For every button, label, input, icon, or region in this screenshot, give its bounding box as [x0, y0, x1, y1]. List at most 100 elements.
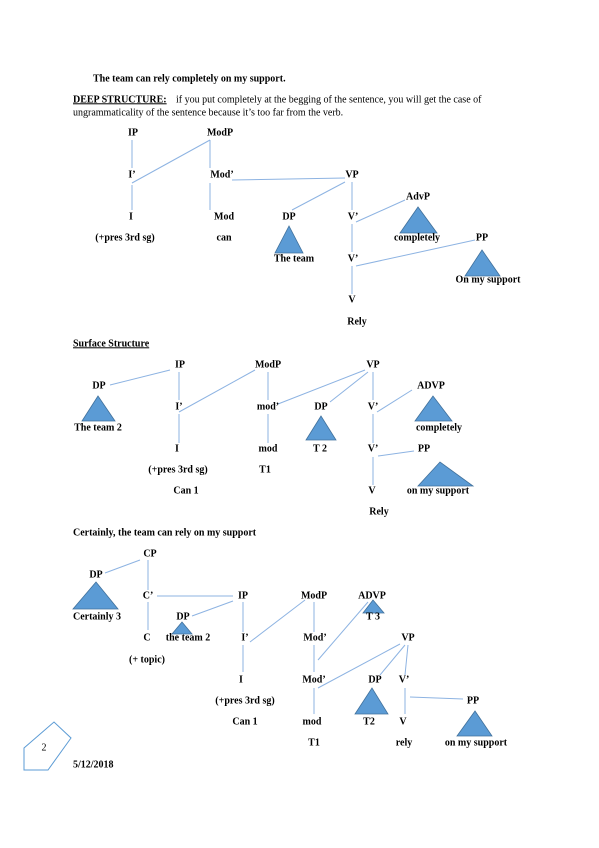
triangle: [72, 581, 119, 610]
tree-node: T1: [308, 737, 320, 748]
tree-node: the team 2: [166, 632, 210, 643]
page-number: 2: [42, 742, 47, 753]
tree-node: VP: [401, 632, 414, 643]
tree-node: I’: [241, 632, 248, 643]
tree-node: V’: [368, 401, 379, 412]
tree-node: V’: [399, 674, 410, 685]
tree-node: mod’: [257, 401, 279, 412]
tree-node: C’: [143, 590, 154, 601]
tree-node: PP: [476, 232, 488, 243]
tree-node: The team: [274, 253, 315, 264]
tree-node: IP: [238, 590, 248, 601]
tree-node: IP: [128, 127, 138, 138]
paragraph-line: ungrammaticality of the sentence because…: [73, 107, 343, 118]
tree-node: PP: [467, 695, 479, 706]
tree-node: Mod’: [303, 632, 326, 643]
section-label: Surface Structure: [73, 338, 150, 349]
tree-node: Mod’: [302, 674, 325, 685]
tree-branch: [355, 199, 406, 223]
tree-branch: [376, 389, 413, 413]
tree-node: on my support: [445, 737, 508, 748]
triangle: [414, 395, 453, 422]
tree-node: VP: [345, 169, 358, 180]
tree-node: On my support: [455, 274, 521, 285]
tree-node: T 3: [366, 611, 380, 622]
title: The team can rely completely on my suppo…: [93, 73, 286, 84]
tree-node: V’: [348, 253, 359, 264]
tree-node: V: [348, 294, 356, 305]
tree-node: Mod: [214, 211, 234, 222]
tree-branch: [231, 177, 346, 181]
tree-node: C: [143, 632, 150, 643]
tree-node: on my support: [407, 485, 470, 496]
paragraph-line: if you put completely at the begging of …: [176, 94, 482, 105]
tree-node: I’: [175, 401, 182, 412]
tree-node: (+pres 3rd sg): [95, 232, 154, 243]
tree-node: I: [175, 443, 179, 454]
tree-node: Rely: [347, 316, 366, 327]
tree-node: PP: [418, 443, 430, 454]
tree-node: completely: [416, 422, 462, 433]
tree-node: DP: [368, 674, 381, 685]
tree-node: (+ topic): [129, 654, 165, 665]
triangle: [171, 621, 193, 635]
tree-node: mod: [303, 716, 322, 727]
tree-node: ModP: [255, 359, 281, 370]
tree-node: I: [239, 674, 243, 685]
tree-node: can: [217, 232, 232, 243]
tree-node: DP: [89, 569, 102, 580]
section-label: DEEP STRUCTURE:: [73, 94, 167, 105]
tree-branch: [317, 601, 369, 661]
tree-branch: [277, 369, 366, 405]
triangle: [399, 206, 438, 234]
tree-node: IP: [175, 359, 185, 370]
tree-node: V’: [368, 443, 379, 454]
tree-branch: [178, 369, 256, 413]
tree-branch: [404, 644, 409, 676]
triangle: [81, 395, 116, 422]
tree-branch: [191, 600, 234, 617]
tree-node: I: [129, 211, 133, 222]
tree-node: (+pres 3rd sg): [148, 464, 207, 475]
tree-branch: [409, 696, 464, 700]
tree-node: AdvP: [406, 191, 430, 202]
triangle: [354, 687, 389, 715]
tree-node: V’: [348, 211, 359, 222]
tree-branch: [249, 599, 306, 643]
tree-node: Mod’: [210, 169, 233, 180]
tree-node: VP: [366, 359, 379, 370]
tree-node: (+pres 3rd sg): [215, 695, 274, 706]
tree-node: I’: [128, 169, 135, 180]
page-number-shape: [23, 721, 72, 771]
tree-branch: [131, 139, 211, 184]
tree-node: ModP: [301, 590, 327, 601]
triangle: [274, 225, 304, 254]
tree-node: Certainly 3: [73, 611, 121, 622]
tree-branch: [317, 643, 401, 689]
tree-node: DP: [92, 380, 105, 391]
tree-node: T2: [363, 716, 375, 727]
tree-node: T 2: [313, 443, 327, 454]
tree-node: V: [368, 485, 376, 496]
tree-branch: [329, 371, 369, 403]
tree-node: rely: [396, 737, 412, 748]
date: 5/12/2018: [73, 759, 114, 770]
tree-node: V: [399, 716, 407, 727]
tree-branch: [377, 450, 415, 457]
tree-node: T1: [259, 464, 271, 475]
tree-node: completely: [394, 232, 440, 243]
tree-node: DP: [282, 211, 295, 222]
tree-node: ModP: [207, 127, 233, 138]
triangle: [305, 415, 337, 441]
tree-node: The team 2: [74, 422, 122, 433]
tree-node: ADVP: [358, 590, 386, 601]
tree-branch: [355, 239, 476, 267]
tree-branch: [379, 644, 406, 676]
triangle: [464, 249, 501, 277]
triangle: [417, 461, 475, 487]
tree-branch: [291, 181, 346, 211]
tree-node: DP: [314, 401, 327, 412]
tree-node: Can 1: [232, 716, 257, 727]
tree-node: Can 1: [173, 485, 198, 496]
example-sentence: Certainly, the team can rely on my suppo…: [73, 527, 257, 538]
